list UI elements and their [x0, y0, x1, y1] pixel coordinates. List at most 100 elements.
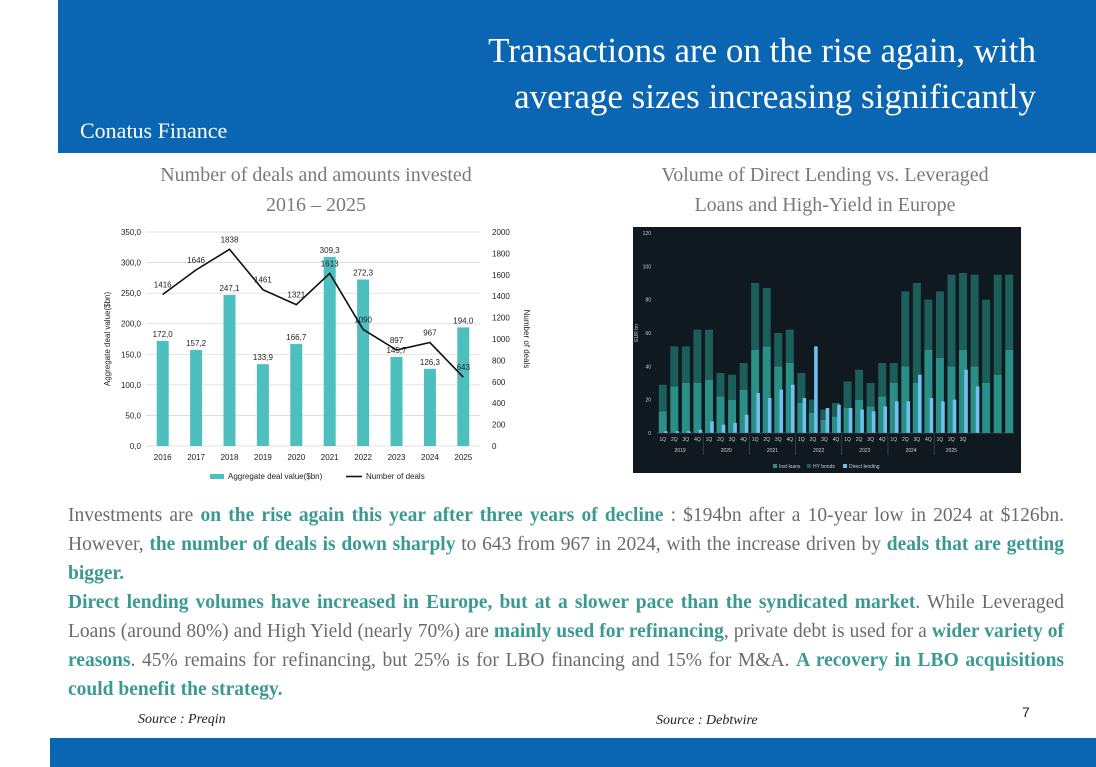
hy-bonds-bar — [774, 333, 783, 367]
x-tick-label: 2016 — [154, 453, 172, 462]
legend-label: Inst loans — [779, 464, 801, 470]
x-tick-label: 2020 — [287, 453, 305, 462]
inst-loans-bar — [935, 358, 944, 433]
quarter-label: 1Q — [659, 437, 666, 443]
text-run: . 45% remains for refinancing, but 25% i… — [130, 650, 797, 671]
left-chart-title-line-1: Number of deals and amounts invested — [160, 164, 472, 186]
hy-bonds-bar — [797, 373, 806, 403]
inst-loans-bar — [1005, 349, 1014, 433]
deals-count-label: 643 — [457, 363, 471, 372]
hy-bonds-bar — [912, 283, 921, 383]
body-text: Investments are on the rise again this y… — [68, 501, 1064, 704]
direct-lending-bar — [687, 431, 691, 433]
inst-loans-bar — [704, 379, 713, 433]
right-chart-title-line-1: Volume of Direct Lending vs. Leveraged — [661, 164, 989, 186]
text-run: : $194bn after a 10-year low in 2024 at … — [68, 505, 1065, 555]
hy-bonds-bar — [947, 274, 956, 367]
inst-loans-bar — [901, 366, 910, 433]
y-tick-label: 100,0 — [121, 381, 142, 390]
direct-lending-bar — [791, 384, 795, 433]
deal-value-bar — [290, 344, 303, 446]
y-tick-label: 100 — [643, 264, 652, 270]
y-tick-label: 120 — [643, 231, 652, 237]
legend-label: HY bonds — [813, 464, 835, 470]
deals-count-label: 967 — [423, 329, 437, 338]
deals-count-label: 1838 — [221, 235, 239, 244]
legend-swatch-bar — [210, 474, 224, 479]
hy-bonds-bar — [739, 363, 748, 390]
hy-bonds-bar — [751, 283, 760, 350]
direct-lending-bar — [964, 369, 968, 433]
inst-loans-bar — [751, 349, 760, 433]
inst-loans-bar — [670, 386, 679, 433]
right-chart-title-line-2: Loans and High-Yield in Europe — [694, 194, 956, 216]
quarter-label: 2Q — [671, 437, 678, 443]
paragraph-1: Investments are on the rise again this y… — [68, 501, 1064, 588]
hy-bonds-bar — [855, 369, 864, 400]
highlight: on the rise again this year after three … — [200, 505, 664, 526]
hy-bonds-bar — [704, 329, 713, 380]
inst-loans-bar — [739, 389, 748, 433]
hy-bonds-bar — [832, 403, 840, 417]
highlight: deals that are getting bigger. — [68, 534, 1065, 584]
y-axis-label: Aggregate deal value($bn) — [103, 292, 112, 387]
hy-bonds-bar — [970, 274, 979, 367]
quarter-label: 3Q — [729, 437, 736, 443]
y2-tick-label: 2000 — [492, 228, 510, 237]
direct-lending-bar — [744, 414, 749, 433]
hy-bonds-bar — [658, 384, 667, 412]
header-banner: Transactions are on the rise again, with… — [58, 0, 1096, 153]
quarter-label: 1Q — [844, 437, 851, 443]
year-label: 2020 — [721, 448, 732, 454]
x-tick-label: 2024 — [421, 453, 439, 462]
year-label: 2019 — [675, 448, 686, 454]
hy-bonds-bar — [982, 299, 991, 383]
y2-tick-label: 600 — [492, 378, 506, 387]
title-line-2: average sizes increasing significantly — [514, 77, 1036, 116]
y-tick-label: 80 — [645, 298, 651, 304]
hy-bonds-bar — [820, 409, 829, 420]
year-label: 2022 — [813, 448, 824, 454]
legend-swatch — [773, 464, 777, 468]
inst-loans-bar — [843, 408, 852, 433]
direct-lending-bar — [814, 346, 818, 433]
y-tick-label: 20 — [645, 398, 651, 404]
quarter-label: 4Q — [694, 437, 701, 443]
inst-loans-bar — [866, 406, 875, 433]
x-tick-label: 2019 — [254, 453, 272, 462]
quarter-label: 1Q — [798, 437, 805, 443]
direct-lending-bar — [675, 431, 680, 433]
legend-label: Number of deals — [366, 472, 425, 481]
hy-bonds-bar — [889, 363, 898, 383]
text-run: , private debt is used for a — [723, 621, 932, 642]
hy-bonds-bar — [681, 346, 690, 383]
inst-loans-bar — [970, 366, 979, 433]
inst-loans-bar — [681, 383, 690, 433]
footer-banner — [50, 738, 1096, 767]
quarter-label: 4Q — [833, 437, 840, 443]
quarter-label: 2Q — [717, 437, 724, 443]
deal-value-bar — [223, 294, 236, 446]
quarter-label: 4Q — [740, 437, 747, 443]
deals-count-label: 1090 — [354, 315, 372, 324]
inst-loans-bar — [912, 383, 921, 433]
direct-lending-bar — [779, 389, 784, 433]
quarter-label: 2Q — [810, 437, 817, 443]
x-tick-label: 2018 — [221, 453, 239, 462]
deals-count-label: 1416 — [154, 280, 172, 289]
x-tick-label: 2025 — [454, 453, 472, 462]
quarter-label: 3Q — [867, 437, 874, 443]
inst-loans-bar — [693, 383, 702, 433]
quarter-label: 1Q — [752, 437, 759, 443]
direct-lending-bar — [802, 398, 807, 433]
highlight: mainly used for refinancing — [493, 621, 724, 642]
quarter-label: 1Q — [706, 437, 713, 443]
hy-bonds-bar — [993, 274, 1002, 375]
hy-bonds-bar — [728, 374, 737, 400]
y2-axis-label: Number of deals — [522, 310, 531, 369]
deals-count-label: 1613 — [321, 259, 339, 268]
hy-bonds-bar — [959, 273, 968, 350]
source-debtwire: Source : Debtwire — [656, 713, 758, 728]
bar-value-label: 126,3 — [420, 358, 441, 367]
legend-label: Aggregate deal value($bn) — [228, 472, 323, 481]
